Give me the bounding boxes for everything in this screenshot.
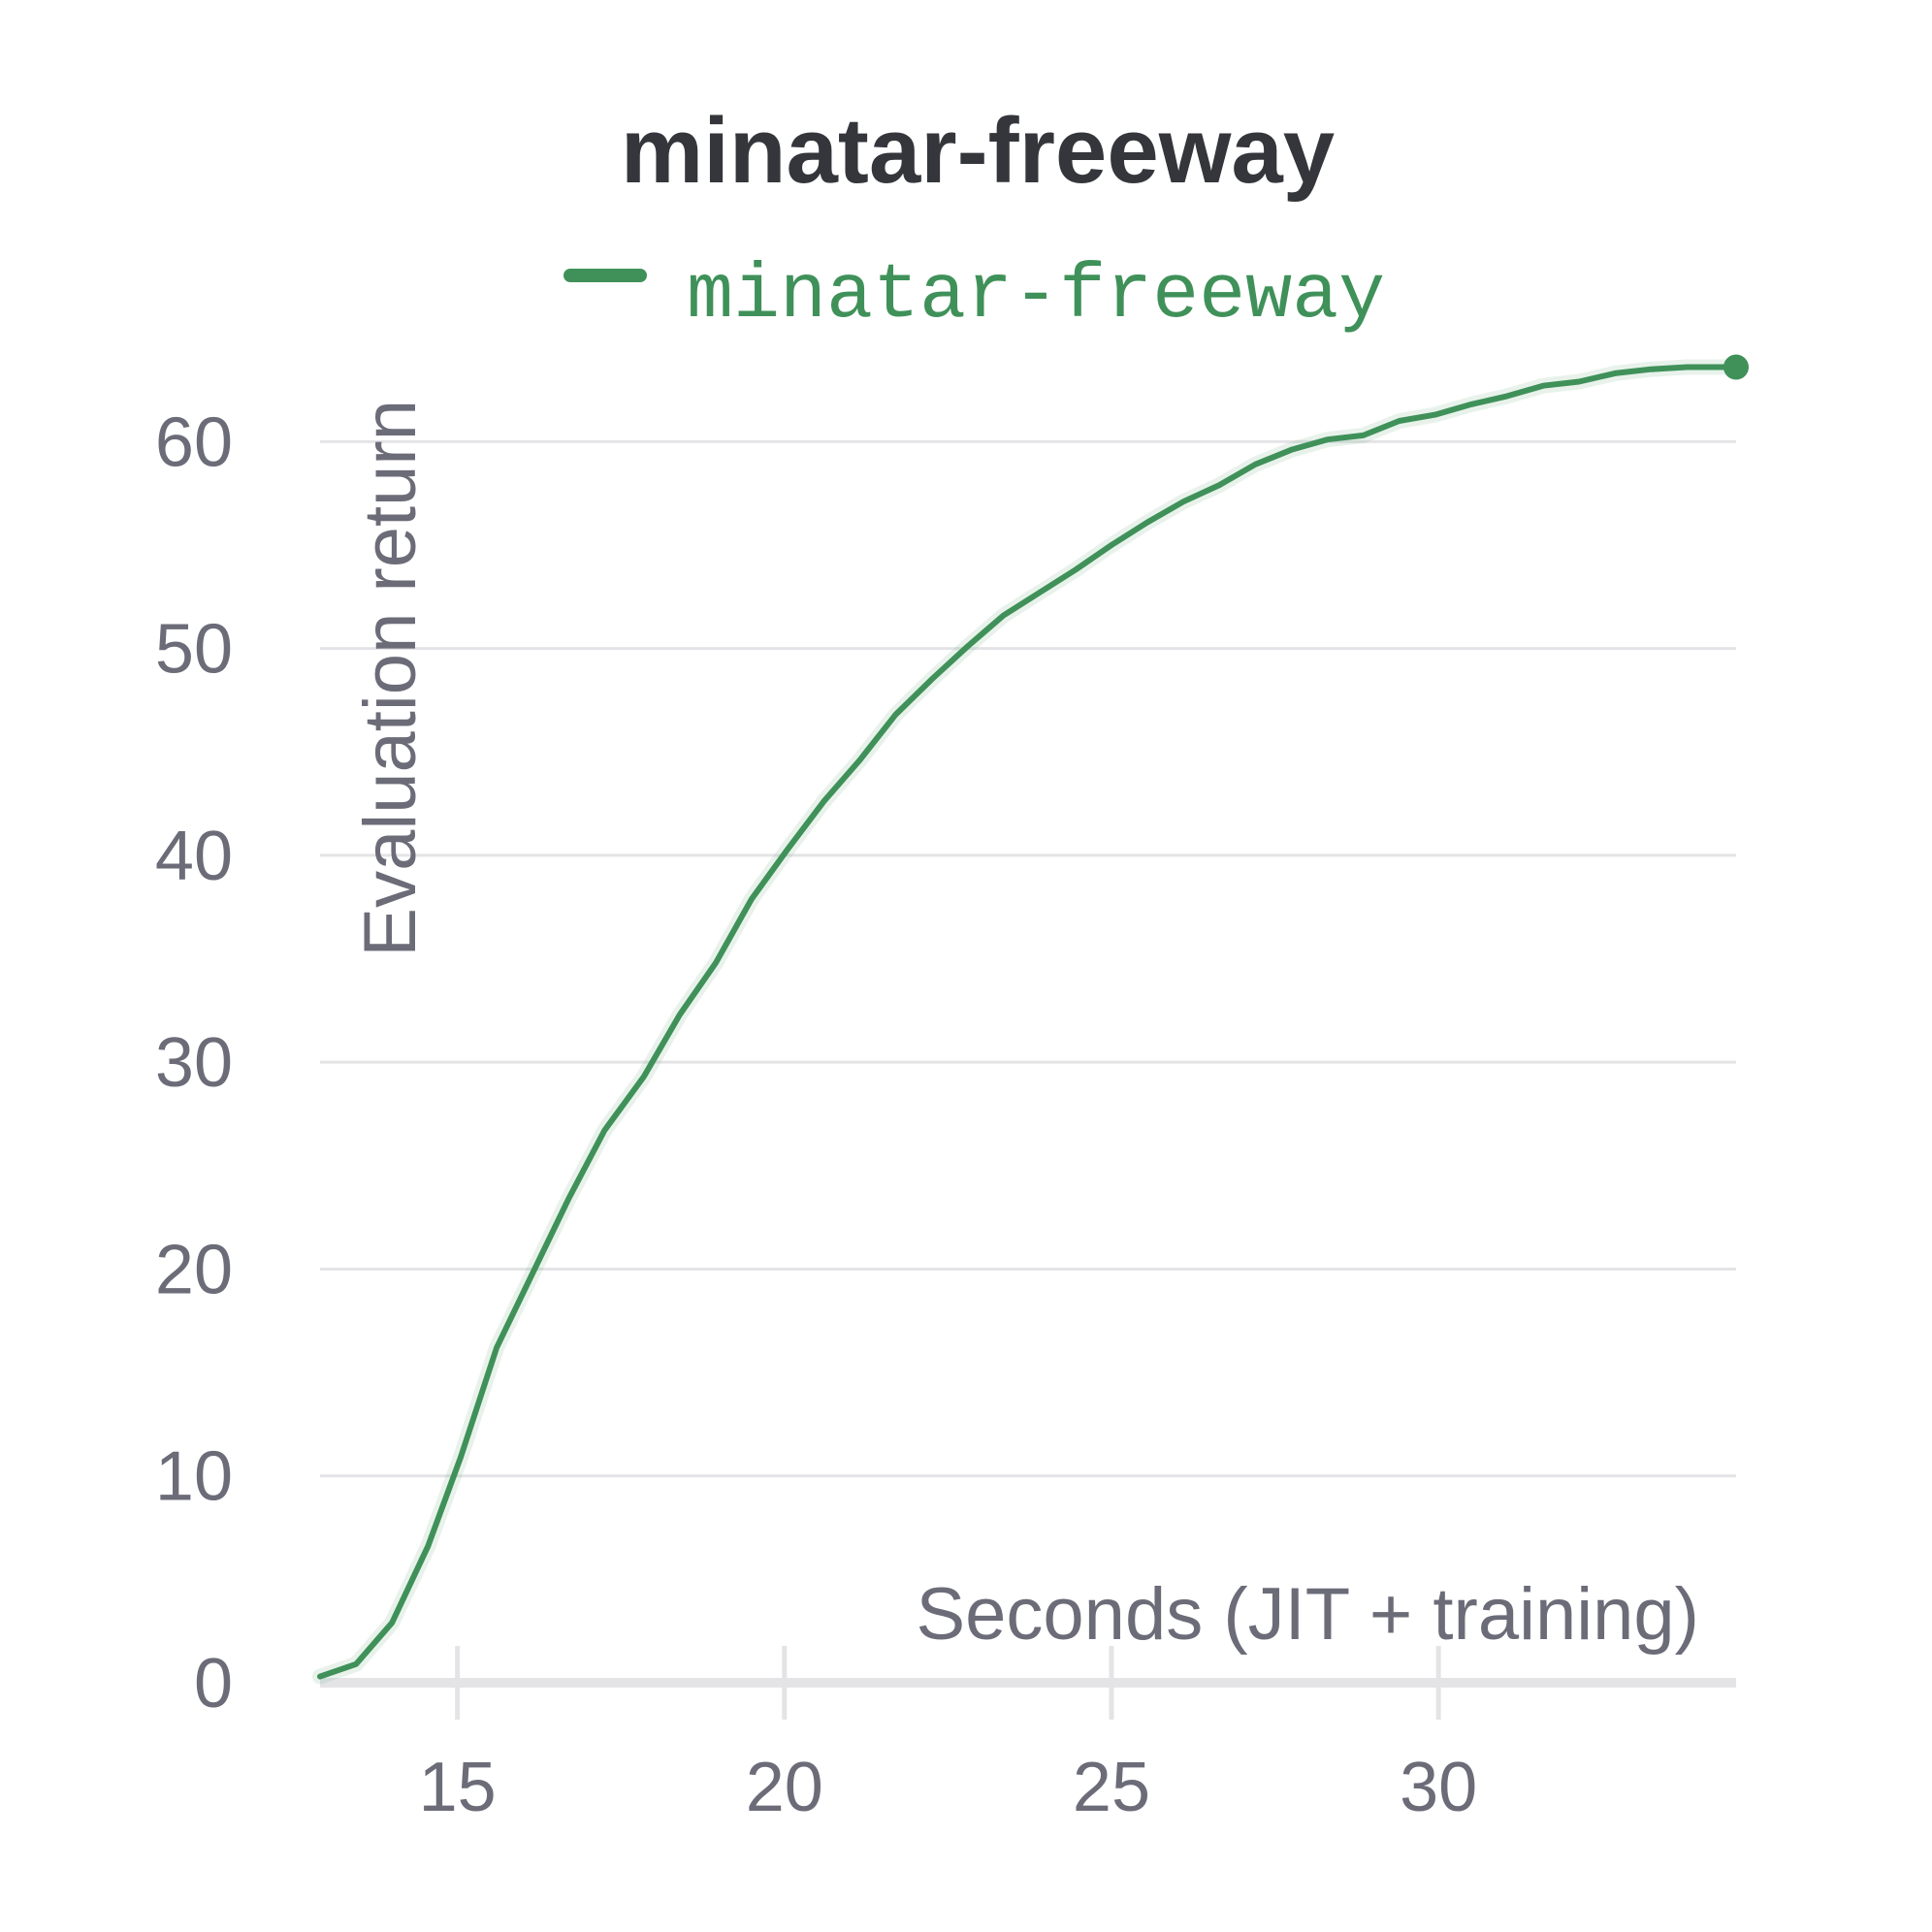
y-tick-label-20: 20: [155, 1231, 233, 1308]
gridlines: [320, 439, 1736, 1478]
x-tick-label-30: 30: [1400, 1749, 1477, 1826]
y-axis: 0 10 20 30 40 50 60: [155, 403, 233, 1723]
y-tick-label-60: 60: [155, 403, 233, 481]
y-axis-title: Evaluation return: [349, 400, 432, 957]
y-tick-label-50: 50: [155, 611, 233, 689]
y-tick-label-40: 40: [155, 818, 233, 895]
x-axis-title: Seconds (JIT + training): [916, 1573, 1699, 1656]
series-layer: [312, 354, 1749, 1685]
y-tick-label-30: 30: [155, 1024, 233, 1102]
y-tick-label-0: 0: [194, 1645, 233, 1723]
x-tick-label-20: 20: [746, 1749, 823, 1826]
y-tick-label-10: 10: [155, 1438, 233, 1516]
chart-title: minatar-freeway: [621, 99, 1335, 203]
legend-label[interactable]: minatar-freeway: [687, 252, 1385, 340]
x-axis: 15 20 25 30: [320, 1646, 1736, 1826]
series-band: [312, 359, 1744, 1685]
series-line[interactable]: [317, 364, 1739, 1680]
x-tick-label-15: 15: [419, 1749, 497, 1826]
series-end-marker[interactable]: [1723, 354, 1749, 380]
legend: minatar-freeway: [564, 252, 1385, 340]
x-tick-label-25: 25: [1073, 1749, 1150, 1826]
